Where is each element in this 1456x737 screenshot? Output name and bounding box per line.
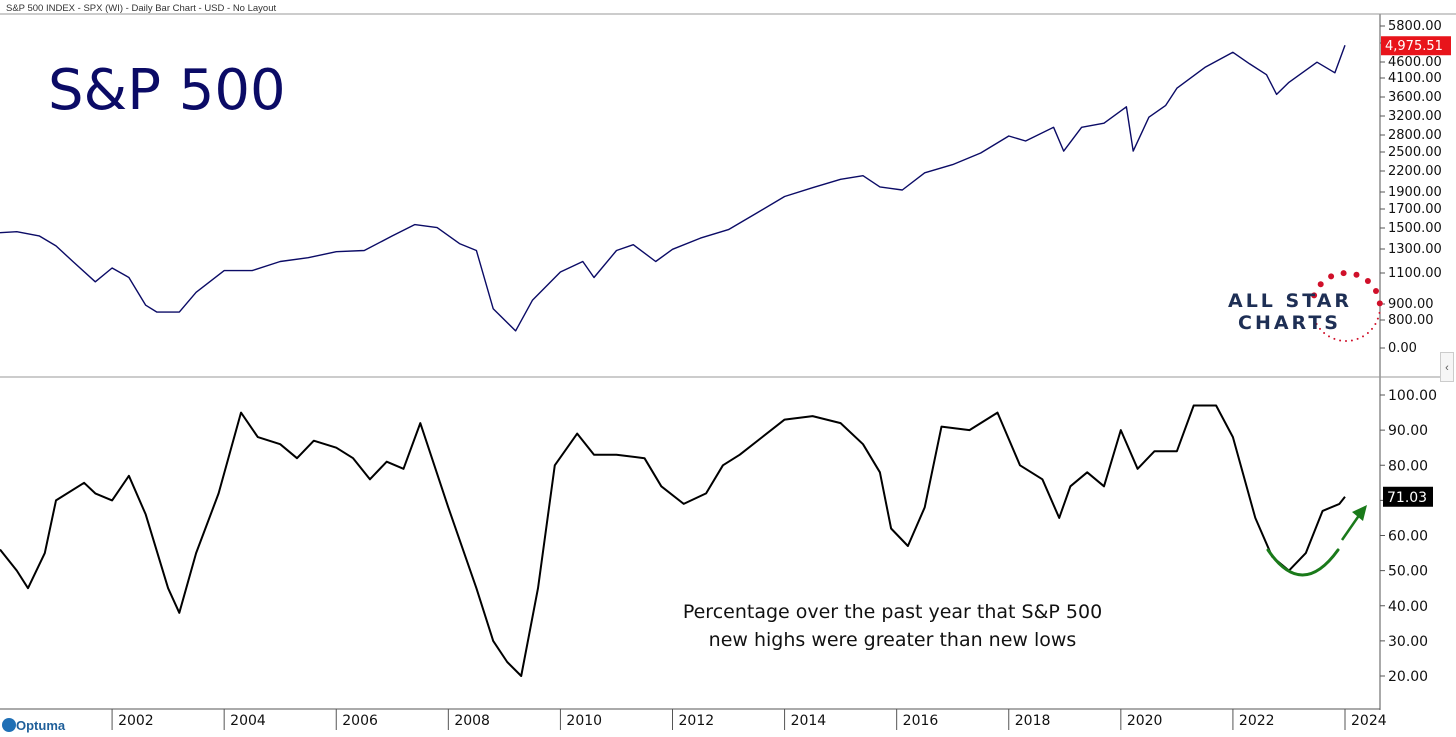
logo-dot: [1374, 323, 1377, 325]
indicator-tick-label: 40.00: [1388, 599, 1428, 615]
price-tick-label: 4600.00: [1388, 55, 1442, 70]
price-series-line: [0, 44, 1346, 332]
logo-dot: [1345, 340, 1347, 342]
x-tick-label: 2010: [566, 713, 602, 729]
indicator-tick-label: 30.00: [1388, 634, 1428, 650]
indicator-tick-label: 100.00: [1388, 388, 1437, 404]
indicator-last-value-tag: [1383, 486, 1433, 507]
price-tick-label: 2800.00: [1388, 128, 1442, 143]
price-tick-label: 1700.00: [1388, 202, 1442, 217]
all-star-charts-logo: ALL STAR CHARTS: [1222, 262, 1387, 352]
price-tick-label: 1900.00: [1388, 185, 1442, 200]
indicator-series-line: [0, 404, 1346, 677]
indicator-last-value-label: 71.03: [1387, 490, 1427, 506]
price-last-value-tag: [1381, 36, 1451, 56]
price-tick-label: 4100.00: [1388, 71, 1442, 86]
bottom-curve-marker: [1266, 548, 1340, 577]
x-tick-label: 2014: [791, 713, 827, 729]
indicator-tick-label: 20.00: [1388, 669, 1428, 685]
x-tick-label: 2006: [342, 713, 378, 729]
x-tick-label: 2008: [454, 713, 490, 729]
optuma-brand: Optuma: [0, 716, 70, 737]
collapse-axis-button[interactable]: ‹: [1440, 352, 1454, 382]
price-tick-label: 3600.00: [1388, 90, 1442, 105]
x-tick-label: 2024: [1351, 713, 1387, 729]
logo-dot: [1323, 332, 1326, 334]
indicator-tick-label: 90.00: [1388, 423, 1428, 439]
logo-dot: [1339, 339, 1342, 342]
logo-star: [1353, 271, 1360, 278]
logo-star: [1373, 288, 1379, 294]
logo-star: [1317, 281, 1324, 288]
price-last-value-label: 4,975.51: [1385, 39, 1443, 54]
logo-dot: [1371, 327, 1373, 330]
price-tick-label: 3200.00: [1388, 109, 1442, 124]
logo-dot: [1366, 332, 1369, 334]
x-axis: 2002 2004 2006 2008 2010 2012 2014 2016 2018 2020…: [111, 709, 1387, 730]
annotations: [1266, 505, 1367, 577]
annotation-line-2: new highs were greater than new lows: [708, 629, 1077, 651]
indicator-tick-label: 50.00: [1388, 564, 1428, 580]
logo-dot: [1362, 335, 1364, 338]
price-tick-label: 900.00: [1388, 297, 1434, 312]
price-panel: 5800.005200.004600.004100.003600.003200.…: [0, 19, 1451, 356]
logo-dot: [1319, 327, 1321, 330]
logo-star: [1376, 300, 1383, 307]
indicator-panel: 100.0090.0080.0070.0060.0050.0040.0030.0…: [0, 388, 1437, 685]
indicator-annotation: Percentage over the past year that S&P 5…: [640, 598, 1145, 654]
annotation-line-1: Percentage over the past year that S&P 5…: [682, 601, 1103, 623]
optuma-icon: [2, 718, 16, 732]
logo-star: [1311, 292, 1318, 299]
price-tick-label: 1300.00: [1388, 242, 1442, 257]
logo-stars-icon: [1311, 270, 1383, 342]
chart-frame: [0, 13, 1456, 710]
price-tick-label: 800.00: [1388, 313, 1434, 328]
logo-dot: [1378, 311, 1381, 314]
price-tick-label: 0.00: [1388, 341, 1417, 356]
optuma-label: Optuma: [16, 718, 66, 733]
logo-dot: [1376, 317, 1379, 320]
chart-title: S&P 500: [48, 58, 286, 123]
x-tick-label: 2002: [118, 713, 154, 729]
uptrend-arrow-shaft: [1340, 513, 1362, 541]
logo-line-1: ALL STAR: [1228, 290, 1353, 312]
x-tick-label: 2022: [1239, 713, 1275, 729]
logo-dot: [1328, 335, 1330, 338]
uptrend-arrow-head: [1352, 505, 1367, 521]
x-tick-label: 2004: [230, 713, 266, 729]
logo-line-2: CHARTS: [1238, 312, 1341, 334]
logo-star: [1364, 278, 1371, 284]
logo-dot: [1356, 337, 1359, 340]
price-tick-label: 2200.00: [1388, 164, 1442, 179]
logo-dot: [1315, 323, 1318, 325]
x-tick-label: 2016: [903, 713, 939, 729]
price-tick-label: 2500.00: [1388, 145, 1442, 160]
indicator-tick-label: 80.00: [1388, 458, 1428, 474]
chart-header: S&P 500 INDEX - SPX (WI) - Daily Bar Cha…: [6, 3, 277, 14]
x-tick-label: 2020: [1127, 713, 1163, 729]
price-tick-label: 5800.00: [1388, 19, 1442, 34]
x-tick-label: 2012: [679, 713, 715, 729]
price-tick-label: 1100.00: [1388, 266, 1442, 281]
logo-dot: [1350, 339, 1353, 342]
logo-dot: [1333, 337, 1336, 340]
indicator-tick-label: 60.00: [1388, 529, 1428, 545]
price-tick-label: 1500.00: [1388, 221, 1442, 236]
logo-star: [1328, 273, 1335, 280]
x-tick-label: 2018: [1015, 713, 1051, 729]
logo-star: [1340, 270, 1347, 277]
